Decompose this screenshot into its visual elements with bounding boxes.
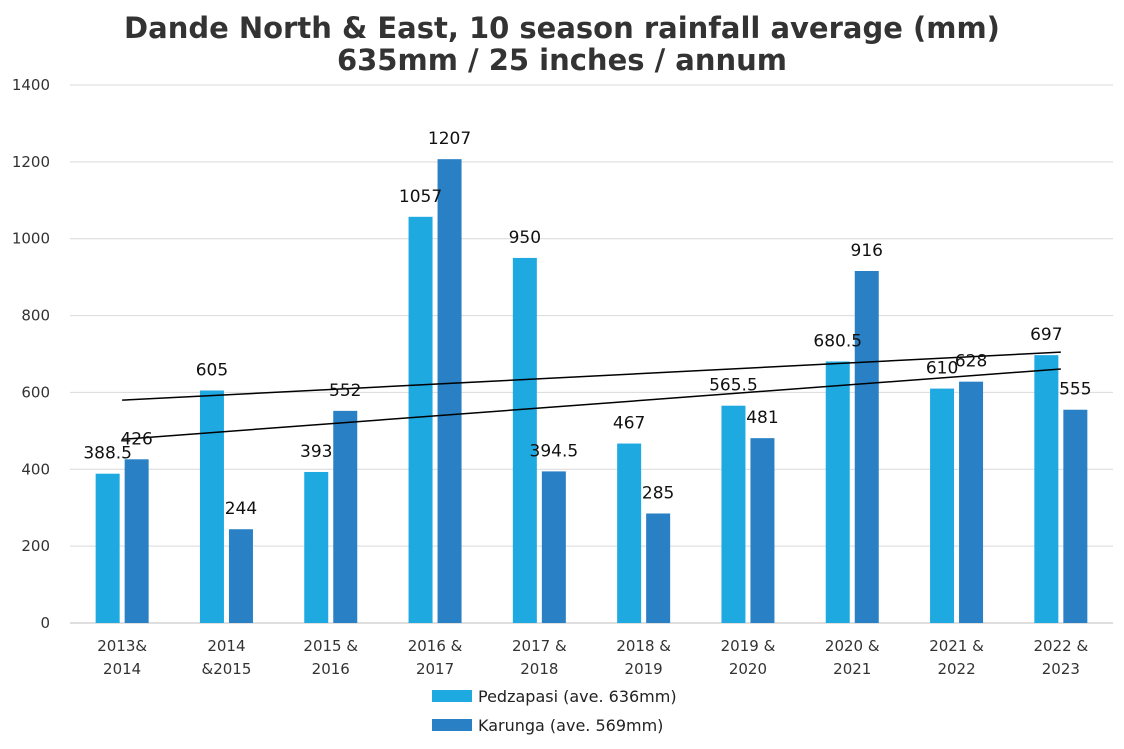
data-label-s1-5: 950	[509, 228, 541, 248]
data-label-s1-9: 610	[926, 359, 958, 379]
bar-s2-9	[959, 381, 984, 623]
data-label-s1-7: 565.5	[709, 376, 758, 396]
x-tick-label-1-line1: 2013&	[97, 637, 147, 655]
bar-s1-1	[95, 473, 120, 623]
x-tick-label-2-line2: &2015	[202, 660, 252, 678]
y-tick-label-400: 400	[21, 460, 50, 478]
bar-s1-7	[721, 405, 746, 623]
bar-s1-10	[1034, 355, 1059, 623]
data-label-s1-10: 697	[1030, 325, 1062, 345]
data-label-s2-9: 628	[955, 352, 987, 372]
bar-s2-8	[854, 270, 879, 623]
data-label-s2-3: 552	[329, 381, 361, 401]
y-axis: 0 200 400 600 800 1000 1200 1400	[12, 76, 50, 632]
bar-s1-2	[199, 390, 224, 623]
x-tick-label-5-line1: 2017 &	[512, 637, 567, 655]
bar-s1-5	[512, 257, 537, 623]
x-tick-label-5-line2: 2018	[520, 660, 558, 678]
data-label-s1-4: 1057	[399, 187, 442, 207]
bar-s1-4	[408, 216, 433, 623]
x-tick-label-1-line2: 2014	[103, 660, 141, 678]
chart-title: Dande North & East, 10 season rainfall a…	[124, 11, 1000, 45]
y-tick-label-600: 600	[21, 383, 50, 401]
bar-s1-3	[304, 471, 329, 623]
legend-label-1: Pedzapasi (ave. 636mm)	[478, 687, 677, 706]
x-tick-label-6-line1: 2018 &	[616, 637, 671, 655]
x-tick-label-8-line1: 2020 &	[825, 637, 880, 655]
data-label-s2-8: 916	[851, 241, 883, 261]
bar-s2-4	[437, 159, 462, 623]
bar-s2-7	[750, 438, 775, 623]
data-label-s2-5: 394.5	[530, 441, 579, 461]
data-label-s1-1: 388.5	[83, 444, 132, 464]
x-tick-label-4-line2: 2017	[416, 660, 454, 678]
bar-s2-2	[228, 529, 253, 623]
chart-subtitle: 635mm / 25 inches / annum	[337, 43, 787, 77]
bar-s1-9	[930, 388, 955, 623]
y-tick-label-1000: 1000	[12, 230, 50, 248]
bars-group	[95, 159, 1088, 623]
trendline-1	[122, 351, 1061, 401]
y-tick-label-1200: 1200	[12, 153, 50, 171]
trendlines-group	[122, 351, 1061, 441]
data-label-s2-1: 426	[120, 429, 152, 449]
data-label-s2-10: 555	[1059, 380, 1091, 400]
data-label-s1-8: 680.5	[813, 331, 862, 351]
x-tick-label-4-line1: 2016 &	[408, 637, 463, 655]
x-tick-label-3-line1: 2015 &	[303, 637, 358, 655]
legend-swatch-2	[432, 719, 472, 731]
y-tick-label-800: 800	[21, 307, 50, 325]
data-labels-group: 388.5 605 393 1057 950 467 565.5 680.5 610 697 426…	[83, 129, 1091, 519]
x-tick-label-10-line1: 2022 &	[1034, 637, 1089, 655]
legend-swatch-1	[432, 690, 472, 702]
x-tick-label-7-line1: 2019 &	[721, 637, 776, 655]
data-label-s1-3: 393	[300, 442, 332, 462]
data-label-s2-4: 1207	[428, 129, 471, 149]
x-tick-label-2-line1: 2014	[207, 637, 245, 655]
x-tick-label-9-line1: 2021 &	[929, 637, 984, 655]
bar-s2-5	[541, 471, 566, 623]
data-label-s2-7: 481	[746, 408, 778, 428]
x-tick-label-9-line2: 2022	[937, 660, 975, 678]
legend: Pedzapasi (ave. 636mm) Karunga (ave. 569m…	[432, 687, 677, 735]
data-label-s2-6: 285	[642, 483, 674, 503]
bar-s2-1	[124, 459, 149, 623]
bar-s1-8	[825, 361, 850, 623]
x-tick-label-7-line2: 2020	[729, 660, 767, 678]
x-axis: 2013&2014 2014&2015 2015 & 2016 2016 & 2017 20…	[97, 637, 1088, 678]
bar-s2-3	[333, 410, 358, 623]
bar-s2-6	[646, 513, 671, 623]
x-tick-label-3-line2: 2016	[312, 660, 350, 678]
y-tick-label-1400: 1400	[12, 76, 50, 94]
data-label-s1-6: 467	[613, 414, 645, 434]
bar-s1-6	[617, 443, 642, 623]
legend-label-2: Karunga (ave. 569mm)	[478, 716, 663, 735]
y-tick-label-0: 0	[40, 614, 50, 632]
data-label-s2-2: 244	[225, 499, 257, 519]
trendline-2	[122, 368, 1061, 441]
y-tick-label-200: 200	[21, 537, 50, 555]
data-label-s1-2: 605	[196, 361, 228, 381]
x-tick-label-10-line2: 2023	[1042, 660, 1080, 678]
x-tick-label-8-line2: 2021	[833, 660, 871, 678]
x-tick-label-6-line2: 2019	[625, 660, 663, 678]
bar-s2-10	[1063, 409, 1088, 623]
